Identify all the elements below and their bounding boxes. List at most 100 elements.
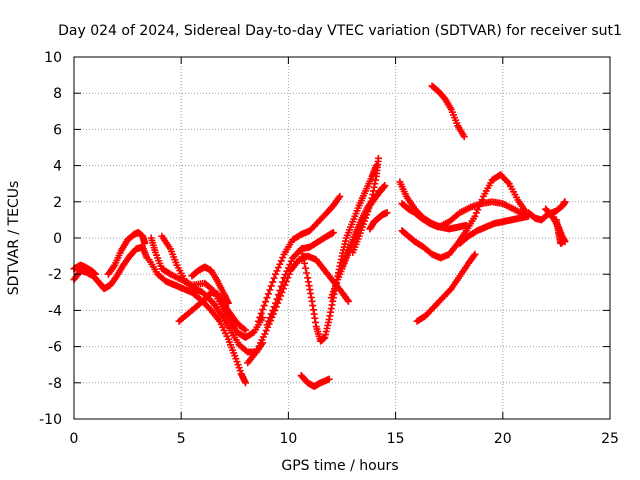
y-tick-label: 4: [53, 159, 62, 175]
data-point: [475, 202, 483, 210]
data-point: [256, 313, 264, 321]
data-point: [224, 299, 232, 307]
series-arc-23: [428, 82, 468, 141]
data-point: [276, 260, 284, 268]
data-point: [263, 294, 271, 302]
data-point: [110, 263, 118, 271]
data-point: [272, 299, 280, 307]
series-arc-22: [456, 212, 533, 247]
series-arc-5: [147, 234, 267, 342]
data-point: [279, 278, 287, 286]
data-point: [266, 286, 274, 294]
y-axis-label: SDTVAR / TECUs: [6, 181, 22, 296]
data-point: [269, 278, 277, 286]
data-point: [460, 133, 468, 141]
series-arc-15: [349, 154, 382, 256]
data-point: [474, 206, 482, 214]
data-point: [270, 274, 278, 282]
data-point: [263, 321, 271, 329]
data-point: [477, 199, 485, 207]
y-tick-label: -6: [48, 340, 62, 356]
data-point: [240, 325, 248, 333]
series-arc-16: [366, 209, 391, 233]
data-point: [472, 209, 480, 217]
data-point: [141, 239, 149, 247]
data-point: [269, 306, 277, 314]
data-point: [302, 264, 310, 272]
data-point: [266, 314, 274, 322]
data-point: [446, 286, 454, 294]
data-point: [287, 257, 295, 265]
x-tick-label: 20: [494, 431, 512, 447]
y-tick-label: 6: [53, 122, 62, 138]
series-arc-7: [175, 288, 250, 334]
data-point: [284, 264, 292, 272]
data-point: [329, 229, 337, 237]
data-point: [273, 295, 281, 303]
data-point: [282, 271, 290, 279]
data-point: [277, 282, 285, 290]
data-point: [362, 214, 370, 222]
data-series: [70, 82, 569, 390]
data-point: [471, 212, 479, 220]
chart-title: Day 024 of 2024, Sidereal Day-to-day VTE…: [58, 23, 622, 39]
data-point: [267, 282, 275, 290]
data-point: [300, 259, 308, 267]
data-point: [470, 252, 478, 260]
data-point: [383, 209, 391, 217]
data-point: [264, 290, 272, 298]
data-point: [374, 154, 382, 162]
data-point: [257, 309, 265, 317]
data-point: [335, 194, 343, 202]
y-tick-label: 10: [44, 50, 62, 66]
data-point: [559, 238, 567, 246]
series-arc-24: [525, 198, 569, 224]
series-arc-2: [104, 229, 149, 278]
x-tick-label: 10: [279, 431, 297, 447]
data-point: [254, 317, 262, 325]
data-point: [381, 182, 389, 190]
series-arc-21: [413, 250, 479, 325]
data-point: [272, 270, 280, 278]
data-point: [273, 267, 281, 275]
x-tick-label: 0: [70, 431, 79, 447]
series-arc-26: [552, 216, 567, 247]
y-tick-label: -4: [48, 303, 62, 319]
data-point: [561, 198, 569, 206]
data-point: [303, 269, 311, 277]
data-point: [336, 192, 344, 200]
tick-marks: [73, 56, 611, 420]
data-point: [364, 207, 372, 215]
data-point: [297, 245, 305, 253]
data-point: [367, 197, 375, 205]
data-point: [504, 178, 512, 186]
y-tick-label: 8: [53, 86, 62, 102]
data-point: [283, 267, 291, 275]
series-arc-3: [70, 261, 99, 278]
data-point: [325, 375, 333, 383]
data-point: [276, 286, 284, 294]
data-point: [277, 257, 285, 265]
tick-labels: 0 5 10 15 20 25 -10 -8 -6 -4 -2 0 2 4 6 8 10: [39, 50, 619, 447]
y-tick-label: -2: [48, 267, 62, 283]
y-tick-label: 2: [53, 195, 62, 211]
x-tick-label: 25: [601, 431, 619, 447]
y-tick-label: -8: [48, 376, 62, 392]
data-point: [280, 274, 288, 282]
y-tick-label: -10: [39, 412, 62, 428]
series-arc-19: [398, 198, 528, 231]
data-point: [365, 204, 373, 212]
series-arc-12: [297, 162, 380, 345]
data-point: [91, 270, 99, 278]
series-arc-6: [158, 232, 267, 356]
data-point: [259, 305, 267, 313]
x-tick-label: 15: [387, 431, 405, 447]
data-point: [366, 201, 374, 209]
data-point: [286, 261, 294, 269]
data-point: [274, 264, 282, 272]
data-point: [242, 326, 250, 334]
data-point: [471, 250, 479, 258]
data-point: [478, 196, 486, 204]
